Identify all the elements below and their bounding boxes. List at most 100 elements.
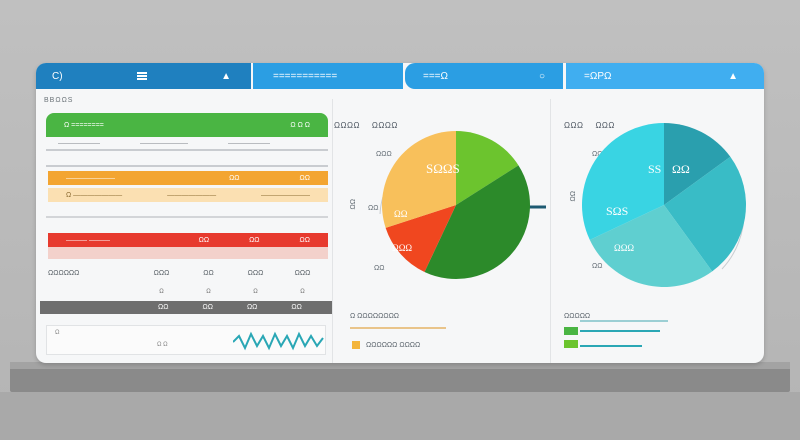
gray-value-1: ΩΩ	[158, 304, 169, 311]
green-detail-row-2	[46, 155, 328, 167]
right-legend-line-1	[580, 320, 668, 322]
green-detail-1: ———————	[58, 141, 100, 147]
pie2-slice-teal-dark[interactable]	[664, 123, 731, 205]
column-divider-1	[332, 99, 333, 363]
middle-side-label-4: ΩΩ	[374, 265, 385, 272]
sparkline-label-2: Ω Ω	[157, 342, 168, 348]
gray-value-2: ΩΩ	[202, 304, 213, 311]
orange-metric-label: ———————	[66, 174, 115, 182]
middle-pie-slices	[382, 131, 530, 279]
dashboard-screen: C) ▲ =========== ===Ω ○ =ΩPΩ ▲ BBΩΩS Ω =…	[36, 63, 764, 363]
page-title: BBΩΩS	[44, 97, 74, 104]
user-icon[interactable]: ▲	[221, 70, 231, 82]
gray-value-3: ΩΩ	[246, 304, 258, 311]
right-legend-swatch-1	[564, 327, 578, 335]
column-divider-2	[550, 99, 551, 363]
menu-icon[interactable]	[136, 72, 147, 80]
middle-pie-chart: SΩΩS ΩΩ ΩΩΩ	[379, 131, 546, 279]
pie1-slice-red[interactable]	[385, 205, 456, 272]
red-metric-row[interactable]: ——— ——— ΩΩ ΩΩ ΩΩ	[48, 233, 328, 247]
top-navigation: C) ▲ =========== ===Ω ○ =ΩPΩ ▲	[36, 63, 764, 89]
monitor-base-edge	[10, 362, 790, 369]
red-value-3: ΩΩ	[299, 236, 310, 244]
pie1-slice-dark-green[interactable]	[424, 165, 530, 279]
middle-legend-1: Ω ΩΩΩΩΩΩΩΩ	[350, 313, 399, 320]
orange-detail-row: Ω ——————— ——————— ———————	[48, 188, 328, 202]
stats-spacer	[48, 289, 138, 295]
pie1-label-3: ΩΩΩ	[392, 243, 412, 253]
orange-metric-row[interactable]: ——————— ΩΩ ΩΩ	[48, 171, 328, 185]
right-tab-2[interactable]: ΩΩΩ	[595, 121, 615, 130]
pie2-slice-cyan[interactable]	[582, 123, 664, 240]
nav-home-label: C)	[52, 70, 63, 82]
right-side-label-3: ΩΩ	[592, 263, 603, 270]
pie1-slice-yellow[interactable]	[382, 131, 456, 228]
red-value-2: ΩΩ	[249, 236, 260, 244]
pie2-label-2: ΩΩ	[672, 162, 690, 176]
right-tab-1[interactable]: ΩΩΩ	[564, 121, 584, 130]
stat-value-3: ΩΩΩ	[247, 270, 264, 277]
pie1-label-2: ΩΩ	[394, 209, 408, 219]
orange-divider	[46, 206, 328, 218]
sparkline-line	[233, 331, 324, 351]
nav-segment-reports[interactable]: ===Ω ○	[405, 63, 563, 89]
stat-sub-4: Ω	[300, 289, 305, 295]
right-legend-swatch-2	[564, 340, 578, 348]
pie2-slice-teal-light[interactable]	[589, 205, 713, 287]
sparkline-chart	[233, 331, 324, 351]
red-metric-label: ——— ———	[66, 236, 110, 244]
settings-icon[interactable]: ▲	[728, 70, 738, 82]
nav-segment-home[interactable]: C) ▲	[36, 63, 251, 89]
red-detail-row	[48, 247, 328, 259]
nav-segment-settings[interactable]: =ΩPΩ ▲	[566, 63, 764, 89]
pie2-label-4: ΩΩΩ	[614, 243, 634, 253]
right-panel-tabs: ΩΩΩ ΩΩΩ	[564, 121, 615, 130]
stat-sub-2: Ω	[206, 289, 211, 295]
middle-legend-2-swatch	[352, 341, 360, 349]
reports-icon[interactable]: ○	[538, 70, 545, 82]
right-legend-1-label: ΩΩΩΩΩ	[564, 313, 591, 320]
pie1-slice-green[interactable]	[456, 131, 519, 205]
middle-tab-1[interactable]: ΩΩΩΩ	[334, 121, 360, 130]
middle-tab-2[interactable]: ΩΩΩΩ	[371, 121, 398, 130]
desk-surface	[0, 392, 800, 440]
sparkline-label-1: Ω	[55, 330, 60, 336]
gray-value-4: ΩΩ	[291, 304, 302, 311]
orange-detail-3: ———————	[261, 191, 310, 199]
green-detail-3: ———————	[228, 141, 270, 147]
middle-side-label-1: ΩΩΩ	[376, 151, 392, 158]
orange-value-2: ΩΩ	[299, 174, 310, 182]
stats-subrow: Ω Ω Ω Ω	[48, 289, 328, 295]
right-legend-line-3	[580, 345, 642, 347]
nav-segment-search[interactable]: ===========	[253, 63, 403, 89]
nav-settings-label: =ΩPΩ	[584, 70, 612, 82]
green-header-title: Ω ========	[64, 121, 104, 129]
stat-value-1: ΩΩΩ	[153, 270, 170, 277]
orange-detail-2: ———————	[167, 191, 217, 199]
stat-sub-1: Ω	[159, 289, 164, 295]
orange-detail-1: Ω ———————	[66, 191, 123, 199]
green-detail-2: ————————	[140, 141, 188, 147]
pie1-label-1: SΩΩS	[426, 161, 460, 176]
right-pie-slices	[582, 123, 746, 287]
right-legend-line-2	[580, 330, 660, 332]
stat-sub-3: Ω	[253, 289, 258, 295]
middle-legend-1-label: Ω ΩΩΩΩΩΩΩΩ	[350, 313, 400, 320]
gray-summary-bar[interactable]: ΩΩ ΩΩ ΩΩ ΩΩ	[40, 301, 332, 314]
orange-value-1: ΩΩ	[229, 174, 240, 182]
right-legend-1: ΩΩΩΩΩ	[564, 313, 590, 320]
pie2-slice-teal-mid[interactable]	[664, 156, 746, 272]
stat-value-2: ΩΩ	[203, 270, 214, 277]
sparkline-panel: Ω Ω Ω	[46, 325, 326, 355]
green-detail-row: ——————— ———————— ———————	[46, 139, 328, 151]
middle-legend-1-line	[350, 327, 446, 329]
stats-label: ΩΩΩΩΩΩ	[48, 270, 80, 277]
middle-legend-2-label: ΩΩΩΩΩΩ ΩΩΩΩ	[366, 341, 421, 349]
green-summary-header[interactable]: Ω ======== Ω Ω Ω	[46, 113, 328, 137]
middle-panel-tabs: ΩΩΩΩ ΩΩΩΩ	[334, 121, 398, 130]
pie2-label-3: SΩS	[606, 204, 628, 218]
stat-value-4: ΩΩΩ	[294, 270, 311, 277]
nav-reports-label: ===Ω	[423, 70, 448, 82]
nav-search-label: ===========	[273, 70, 338, 82]
middle-side-label-3: ΩΩ	[368, 205, 379, 212]
